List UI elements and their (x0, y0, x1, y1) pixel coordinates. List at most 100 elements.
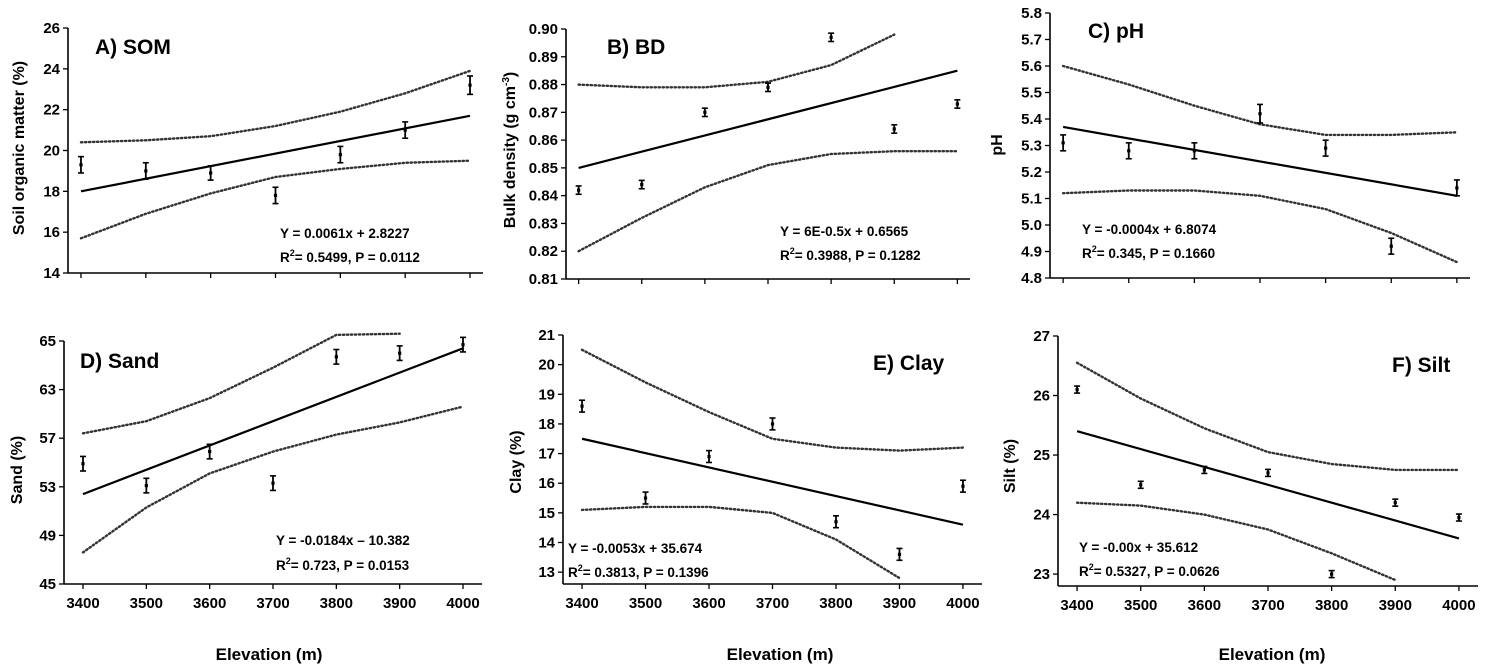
y-tick-label: 4.8 (1021, 270, 1042, 287)
x-tick-label: 3600 (1188, 597, 1221, 614)
point-marker (829, 35, 833, 39)
regression-equation: Y = -0.0053x + 35.674 (568, 541, 703, 556)
data-point (1322, 139, 1329, 157)
point-marker (1202, 468, 1206, 472)
point-marker (1330, 572, 1334, 576)
point-marker (707, 454, 711, 459)
data-point (1074, 385, 1081, 394)
y-tick-label: 20 (43, 143, 60, 160)
data-point (460, 336, 466, 353)
data-point (828, 32, 835, 43)
y-tick-label: 53 (39, 479, 56, 496)
y-tick-label: 49 (39, 527, 56, 544)
x-axis-label: Elevation (m) (1219, 645, 1326, 664)
panel-som: 14 16 18 20 22 24 26 A) SOM Soil organic matte… (11, 20, 483, 282)
point-marker (334, 355, 338, 359)
point-marker (1139, 483, 1143, 487)
panel-title: F) Silt (1392, 354, 1450, 377)
point-marker (955, 102, 959, 106)
regression-line (1076, 430, 1460, 540)
confidence-band-upper (79, 69, 472, 144)
data-point (642, 491, 649, 505)
point-marker (209, 171, 213, 175)
y-tick-label: 17 (538, 446, 555, 463)
y-tick-label: 57 (39, 430, 56, 447)
y-tick-label: 18 (538, 416, 555, 433)
panel-title: B) BD (607, 36, 665, 59)
panel-title: E) Clay (873, 352, 945, 375)
confidence-band-lower (580, 505, 901, 580)
y-tick-label: 5.0 (1021, 217, 1042, 234)
y-tick-label: 5.8 (1021, 5, 1042, 22)
point-marker (1075, 387, 1079, 392)
point-marker (577, 188, 581, 192)
data-point (1328, 569, 1335, 579)
y-axis-label: Soil organic matter (%) (11, 61, 28, 235)
x-tick-label: 3700 (756, 595, 789, 612)
data-point (706, 449, 713, 464)
y-tick-label: 5.7 (1021, 32, 1042, 49)
y-tick-label: 27 (1033, 328, 1050, 345)
data-point (1453, 179, 1460, 197)
panel-bd: 0.81 0.82 0.83 0.84 0.85 0.86 0.87 0.88 0.89 0.90… (501, 21, 970, 288)
point-marker (338, 152, 342, 157)
y-tick-label: 22 (43, 102, 60, 119)
y-tick-label: 0.83 (529, 215, 558, 232)
y-tick-label: 0.85 (529, 160, 558, 177)
point-marker (79, 163, 83, 167)
data-point (1125, 142, 1132, 160)
x-axis-label: Elevation (m) (216, 645, 323, 664)
regression-line (82, 347, 464, 496)
point-marker (271, 481, 275, 485)
point-marker (273, 193, 278, 198)
data-point (1388, 237, 1395, 255)
point-marker (961, 484, 965, 488)
x-tick-label: 3500 (1124, 597, 1157, 614)
y-tick-label: 24 (1033, 507, 1050, 524)
point-marker (1061, 141, 1065, 145)
data-point (1060, 134, 1067, 152)
regression-stats: R2= 0.3813, P = 0.1396 (568, 563, 709, 580)
data-point (337, 145, 344, 164)
y-tick-label: 0.89 (529, 49, 558, 66)
data-point (77, 155, 84, 174)
regression-stats: R2= 0.723, P = 0.0153 (276, 556, 410, 573)
regression-stats: R2= 0.5499, P = 0.0112 (280, 248, 420, 265)
regression-line (1062, 125, 1458, 197)
y-axis-label: Clay (%) (508, 430, 525, 493)
regression-line (80, 114, 471, 193)
panel-clay: 13 14 15 16 17 18 19 20 21 3400 3500 3600 3700 3800 39… (508, 327, 982, 664)
regression-stats: R2= 0.345, P = 0.1660 (1082, 244, 1215, 261)
data-point (891, 124, 898, 134)
x-axis-label: Elevation (m) (727, 645, 834, 664)
point-marker (461, 343, 465, 347)
data-point (272, 186, 279, 205)
point-marker (398, 351, 402, 355)
y-tick-label: 0.81 (529, 271, 558, 288)
panel-title: A) SOM (95, 36, 171, 59)
data-point (575, 185, 582, 196)
regression-equation: Y = -0.00x + 35.612 (1079, 540, 1198, 555)
x-tick-label: 4000 (946, 595, 979, 612)
data-point (1137, 480, 1144, 490)
point-marker (403, 128, 407, 132)
data-point (579, 399, 586, 413)
regression-equation: Y = -0.0184x – 10.382 (276, 533, 410, 548)
data-point (959, 479, 966, 493)
y-tick-label: 18 (43, 183, 60, 200)
point-marker (834, 520, 838, 524)
y-tick-label: 5.5 (1021, 85, 1042, 102)
y-axis-label: Silt (%) (1002, 439, 1019, 493)
y-tick-label: 5.4 (1021, 111, 1043, 128)
data-point (638, 179, 645, 190)
data-point (143, 477, 150, 494)
x-tick-label: 3400 (1060, 597, 1093, 614)
point-marker (1457, 515, 1461, 520)
y-tick-label: 23 (1033, 566, 1050, 583)
confidence-band-upper (580, 348, 965, 452)
data-point (1191, 142, 1198, 160)
point-marker (1192, 149, 1196, 153)
panel-title: D) Sand (80, 350, 159, 373)
point-marker (643, 496, 648, 500)
point-marker (1389, 244, 1393, 248)
